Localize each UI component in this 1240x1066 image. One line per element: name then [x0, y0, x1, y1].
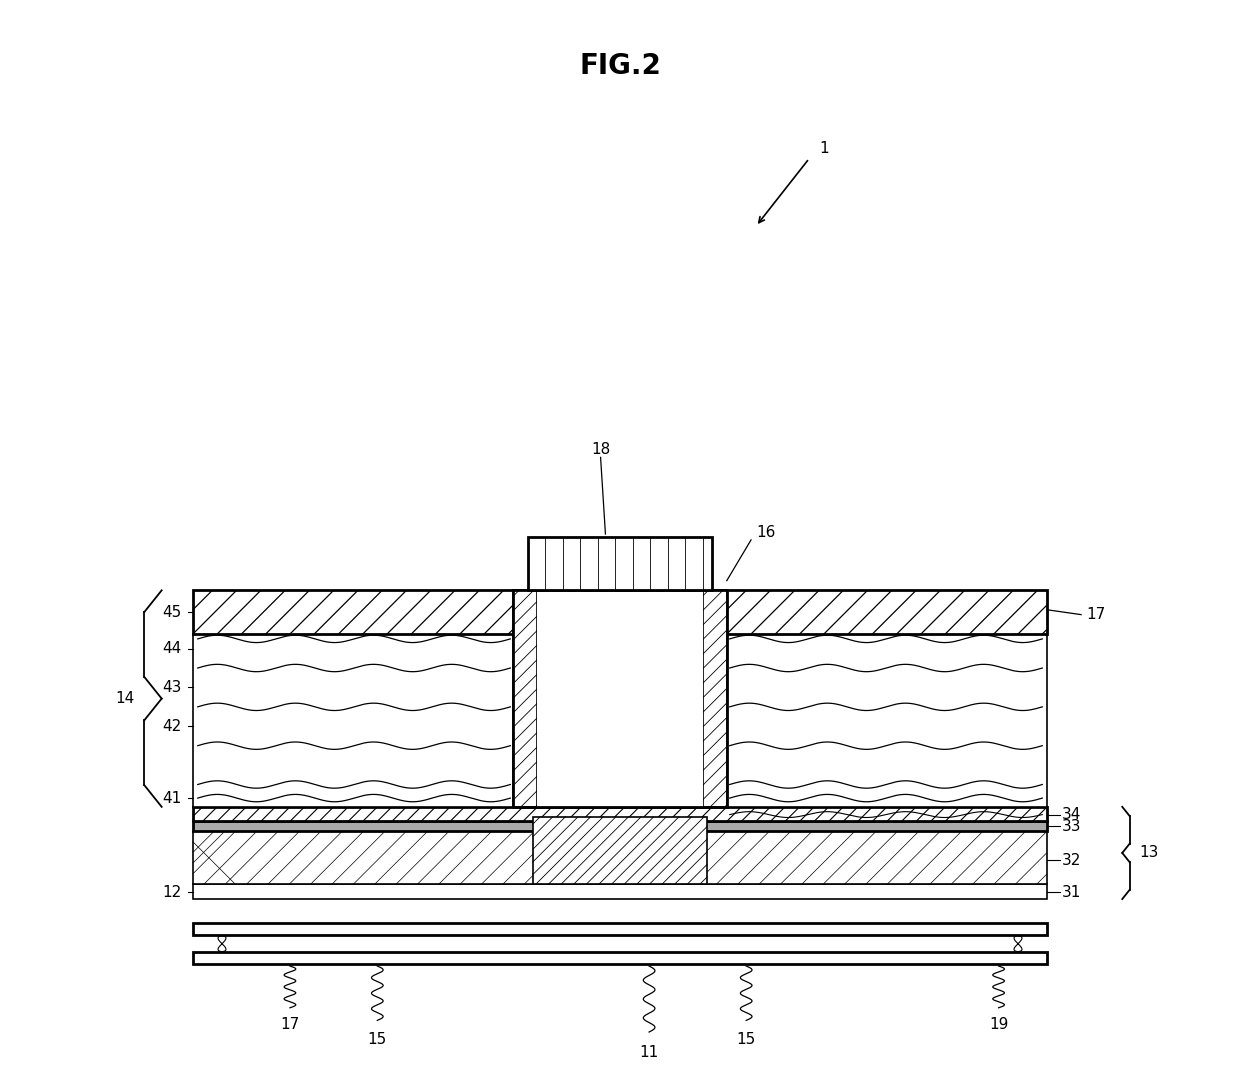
Text: 33: 33 [1061, 819, 1081, 834]
Text: 44: 44 [162, 641, 181, 656]
Bar [528, 537, 712, 591]
Text: 1: 1 [820, 141, 828, 157]
Text: 12: 12 [162, 885, 181, 900]
Text: 16: 16 [756, 524, 775, 539]
Bar [513, 591, 537, 807]
Bar [193, 952, 1047, 964]
Bar [193, 822, 1047, 831]
Text: 17: 17 [1086, 608, 1105, 623]
Text: FIG.2: FIG.2 [579, 51, 661, 80]
Bar [533, 817, 707, 885]
Bar [193, 831, 1047, 885]
Text: 19: 19 [988, 1017, 1008, 1033]
Bar [193, 885, 1047, 899]
Text: 41: 41 [162, 791, 181, 806]
Text: 45: 45 [162, 604, 181, 619]
Text: 34: 34 [1061, 807, 1081, 822]
Text: 43: 43 [162, 680, 181, 695]
Bar [537, 591, 703, 807]
Text: 32: 32 [1061, 853, 1081, 868]
Text: 13: 13 [1140, 845, 1158, 860]
Text: 14: 14 [115, 691, 135, 706]
Bar [193, 634, 1047, 807]
Text: 15: 15 [368, 1032, 387, 1047]
Text: 31: 31 [1061, 885, 1081, 900]
Bar [193, 923, 1047, 935]
Bar [513, 591, 727, 807]
Bar [193, 591, 1047, 634]
Text: 15: 15 [737, 1032, 756, 1047]
Text: 11: 11 [640, 1045, 658, 1060]
Text: 17: 17 [280, 1017, 300, 1033]
Text: 42: 42 [162, 718, 181, 733]
Bar [703, 591, 727, 807]
Text: 18: 18 [591, 442, 610, 457]
Bar [193, 807, 1047, 822]
